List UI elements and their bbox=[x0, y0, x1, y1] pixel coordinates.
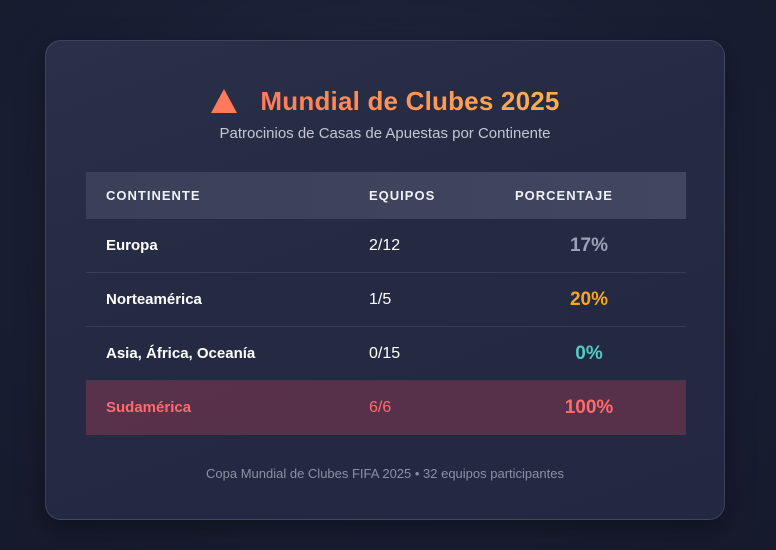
teams-cell: 1/5 bbox=[369, 291, 392, 308]
percentage-cell: 100% bbox=[564, 397, 614, 418]
continent-cell: Europa bbox=[106, 237, 158, 254]
column-header-teams: EQUIPOS bbox=[369, 188, 436, 203]
table-row-north-america: Norteamérica 1/5 20% bbox=[86, 273, 686, 327]
page-title: Mundial de Clubes 2025 bbox=[260, 85, 560, 116]
footer-note: Copa Mundial de Clubes FIFA 2025 • 32 eq… bbox=[206, 466, 564, 481]
main-card: Mundial de Clubes 2025 Patrocinios de Ca… bbox=[45, 40, 725, 520]
title-row: Mundial de Clubes 2025 bbox=[46, 83, 724, 119]
table-header: CONTINENTE EQUIPOS PORCENTAJE bbox=[86, 172, 686, 219]
teams-cell: 0/15 bbox=[369, 345, 401, 362]
column-header-continent: CONTINENTE bbox=[106, 188, 201, 203]
continent-cell: Norteamérica bbox=[106, 291, 202, 308]
sponsorship-table: CONTINENTE EQUIPOS PORCENTAJE Europa 2/1… bbox=[86, 172, 686, 435]
continent-cell: Sudamérica bbox=[106, 399, 192, 416]
table-row-asia-africa-oceania: Asia, África, Oceanía 0/15 0% bbox=[86, 327, 686, 381]
warning-triangle-icon bbox=[211, 89, 238, 113]
teams-cell: 2/12 bbox=[369, 237, 401, 254]
percentage-cell: 17% bbox=[569, 235, 609, 256]
table-row-south-america: Sudamérica 6/6 100% bbox=[86, 381, 686, 435]
column-header-percentage: PORCENTAJE bbox=[515, 188, 613, 203]
table-row-europe: Europa 2/12 17% bbox=[86, 219, 686, 273]
teams-cell: 6/6 bbox=[369, 399, 392, 416]
continent-cell: Asia, África, Oceanía bbox=[106, 345, 256, 362]
percentage-cell: 0% bbox=[575, 343, 603, 364]
percentage-cell: 20% bbox=[569, 289, 609, 310]
page-subtitle: Patrocinios de Casas de Apuestas por Con… bbox=[219, 125, 551, 142]
